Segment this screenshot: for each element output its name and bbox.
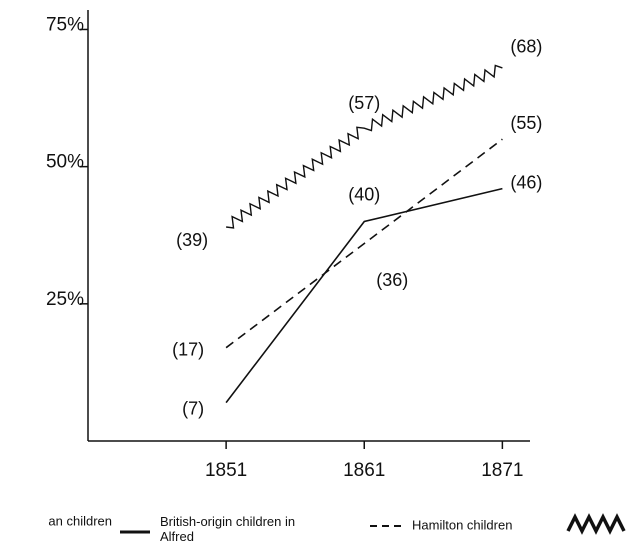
x-tick-label: 1851 xyxy=(205,460,247,481)
value-label: (46) xyxy=(510,172,542,192)
x-tick-label: 1861 xyxy=(343,460,385,481)
value-label: (36) xyxy=(376,270,408,290)
value-label: (40) xyxy=(348,184,380,204)
series-line xyxy=(225,138,503,349)
legend-label: Hamilton children xyxy=(412,517,512,532)
value-label: (55) xyxy=(510,113,542,133)
value-label: (57) xyxy=(348,93,380,113)
y-tick-label: 50% xyxy=(46,152,84,173)
legend-label: British-origin children in Alfred xyxy=(160,514,296,544)
value-label: (68) xyxy=(510,37,542,57)
value-label: (17) xyxy=(172,339,204,359)
x-tick-label: 1871 xyxy=(481,460,523,481)
value-label: (39) xyxy=(176,230,208,250)
value-label: (7) xyxy=(182,398,204,418)
legend-symbol xyxy=(566,513,626,535)
y-tick-label: 75% xyxy=(46,14,84,35)
legend-label: an children xyxy=(48,513,112,528)
y-tick-label: 25% xyxy=(46,289,84,310)
series-wave xyxy=(226,64,503,229)
series-line xyxy=(225,187,503,404)
